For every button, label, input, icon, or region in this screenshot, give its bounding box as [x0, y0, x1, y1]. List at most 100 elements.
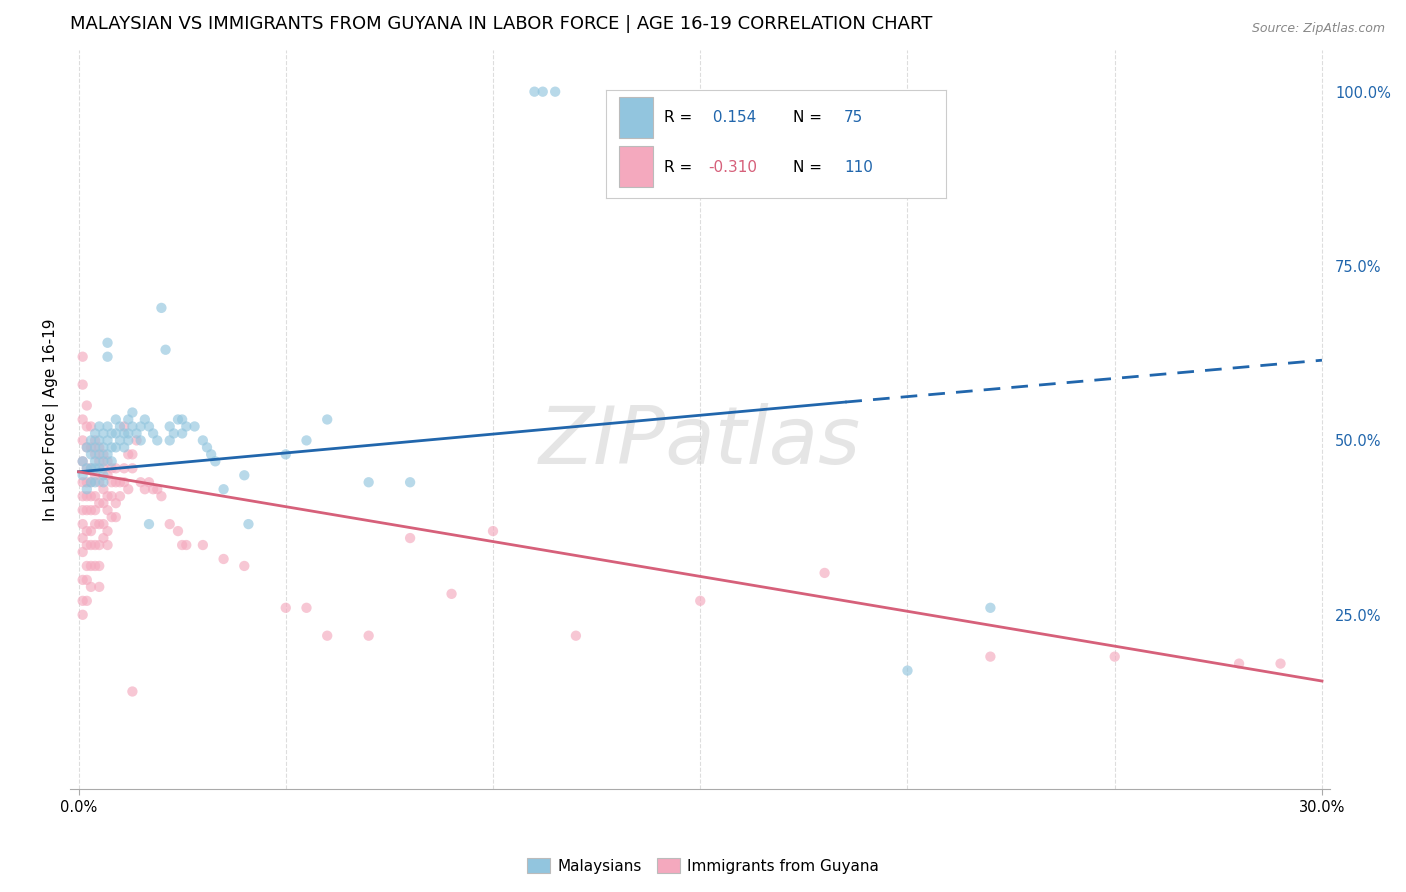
Point — [274, 447, 297, 461]
Point — [531, 85, 554, 99]
Point — [142, 482, 165, 496]
Point — [104, 412, 127, 426]
Point — [100, 454, 122, 468]
Point — [96, 434, 118, 448]
Point — [117, 426, 139, 441]
Point — [80, 461, 103, 475]
Point — [316, 629, 339, 643]
Point — [76, 441, 98, 455]
Point — [80, 434, 103, 448]
Point — [104, 426, 127, 441]
Point — [482, 524, 505, 538]
Point — [138, 517, 160, 532]
Point — [96, 503, 118, 517]
Point — [100, 475, 122, 490]
Point — [117, 447, 139, 461]
Point — [80, 441, 103, 455]
Point — [112, 441, 135, 455]
Text: Source: ZipAtlas.com: Source: ZipAtlas.com — [1251, 22, 1385, 36]
Point — [112, 461, 135, 475]
Point — [84, 538, 107, 552]
Point — [121, 684, 143, 698]
Point — [72, 545, 94, 559]
Point — [76, 441, 98, 455]
Point — [440, 587, 463, 601]
Point — [93, 454, 115, 468]
Point — [108, 419, 131, 434]
Point — [104, 441, 127, 455]
Point — [72, 594, 94, 608]
Point — [295, 434, 318, 448]
Point — [167, 524, 190, 538]
Point — [72, 468, 94, 483]
Point — [399, 475, 422, 490]
Point — [163, 426, 186, 441]
Point — [76, 461, 98, 475]
Point — [89, 419, 111, 434]
Point — [80, 489, 103, 503]
Point — [117, 412, 139, 426]
Point — [159, 419, 181, 434]
Point — [72, 350, 94, 364]
Point — [93, 531, 115, 545]
Point — [155, 343, 177, 357]
Point — [134, 482, 156, 496]
Point — [84, 475, 107, 490]
Point — [96, 489, 118, 503]
Point — [117, 434, 139, 448]
Point — [84, 434, 107, 448]
Point — [174, 419, 197, 434]
Point — [108, 434, 131, 448]
Point — [117, 482, 139, 496]
Point — [565, 629, 588, 643]
Point — [523, 85, 546, 99]
Point — [195, 441, 218, 455]
Point — [121, 447, 143, 461]
Point — [89, 454, 111, 468]
Point — [89, 517, 111, 532]
Point — [80, 419, 103, 434]
Point — [129, 419, 152, 434]
Point — [142, 426, 165, 441]
Point — [93, 475, 115, 490]
Point — [76, 538, 98, 552]
Point — [72, 412, 94, 426]
Point — [121, 461, 143, 475]
Point — [399, 531, 422, 545]
Point — [76, 482, 98, 496]
Point — [159, 434, 181, 448]
Point — [96, 419, 118, 434]
Point — [96, 468, 118, 483]
Point — [84, 558, 107, 573]
Point — [76, 461, 98, 475]
Point — [150, 301, 173, 315]
Legend: Malaysians, Immigrants from Guyana: Malaysians, Immigrants from Guyana — [520, 852, 886, 880]
Point — [72, 489, 94, 503]
Point — [233, 468, 256, 483]
Point — [125, 426, 148, 441]
Point — [89, 475, 111, 490]
Point — [150, 489, 173, 503]
Point — [172, 412, 194, 426]
Point — [146, 434, 169, 448]
Point — [134, 412, 156, 426]
Point — [191, 538, 214, 552]
Point — [93, 461, 115, 475]
Point — [89, 538, 111, 552]
Point — [76, 573, 98, 587]
Point — [76, 524, 98, 538]
Point — [146, 482, 169, 496]
Point — [80, 461, 103, 475]
Point — [89, 461, 111, 475]
Point — [183, 419, 205, 434]
Point — [138, 475, 160, 490]
Point — [172, 426, 194, 441]
Point — [544, 85, 567, 99]
Point — [84, 503, 107, 517]
Point — [89, 434, 111, 448]
Point — [96, 538, 118, 552]
Point — [200, 447, 222, 461]
Point — [96, 454, 118, 468]
Point — [84, 441, 107, 455]
Point — [72, 434, 94, 448]
